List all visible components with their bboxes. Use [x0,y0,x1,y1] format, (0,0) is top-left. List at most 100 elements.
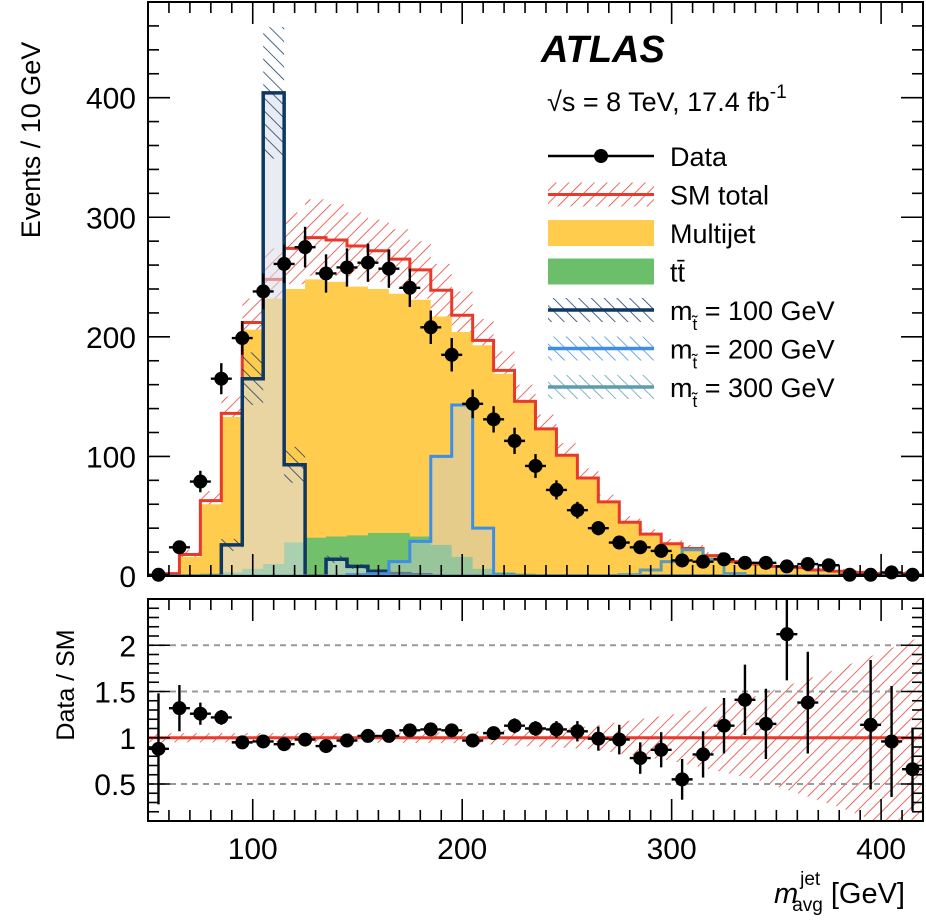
ratio-point [800,695,815,710]
ratio-x-axis: 100 200 300 400 [168,599,924,866]
ratio-panel: 0.5 1 1.5 2 100 200 300 400 Data / SM [52,598,924,866]
ratio-point [737,692,752,707]
data-point [444,347,459,362]
ratio-point [298,732,313,747]
data-point [884,565,899,580]
ratio-point [339,733,354,748]
main-y-tick-label: 0 [119,561,136,594]
legend-data-label: Data [670,142,728,172]
ratio-point [717,718,732,733]
x-axis-symbol: m [774,878,798,910]
ratio-point [172,701,187,716]
legend-label-subscript: t̃ [691,392,698,411]
x-tick-label: 200 [437,833,487,866]
stop200-line [158,403,913,576]
data-point [675,553,690,568]
ratio-point [549,722,564,737]
x-tick-label: 400 [856,833,906,866]
ratio-point [151,741,166,756]
legend-label-prefix: m [670,335,693,365]
data-point [360,255,375,270]
ratio-point [696,747,711,762]
x-axis-unit: [GeV] [831,878,905,910]
data-point [737,555,752,570]
data-point [696,554,711,569]
ratio-point [277,737,292,752]
legend-ttbar-label: tt̄ [670,258,686,288]
legend-label-text: = 300 GeV [697,373,834,403]
main-y-tick-label: 200 [86,322,136,355]
legend-multijet-label: Multijet [670,219,756,249]
ratio-point [654,742,669,757]
data-point [842,567,857,582]
data-point [381,261,396,276]
x-tick-label: 300 [647,833,697,866]
legend-label-prefix: m [670,296,693,326]
legend-stop300-label: mt̃ = 300 GeV [670,373,835,411]
x-axis-sub: avg [792,895,823,916]
main-y-tick-label: 100 [86,441,136,474]
data-point [717,552,732,567]
ratio-y-tick-label: 1.5 [94,677,136,710]
legend-label-prefix: m [670,373,693,403]
data-point [612,535,627,550]
main-y-tick-label: 300 [86,202,136,235]
legend-sm-label: SM total [670,181,769,211]
data-point [779,559,794,574]
data-point [800,557,815,572]
data-point [339,260,354,275]
legend-label-subscript: t̃ [691,315,698,334]
data-point [193,474,208,489]
lumi-exponent: -1 [770,82,787,103]
ratio-point [256,734,271,749]
ratio-point [193,706,208,721]
ratio-point [214,710,229,725]
data-point [486,412,501,427]
ratio-point [528,721,543,736]
ratio-y-axis-label: Data / SM [52,629,80,740]
ratio-point [758,716,773,731]
data-point [507,433,522,448]
ratio-point [465,733,480,748]
ratio-point [779,627,794,642]
x-axis-sup: jet [799,869,821,890]
ratio-point [863,717,878,732]
x-axis-label: m jet avg [GeV] [774,869,905,916]
legend-stop200-label: mt̃ = 200 GeV [670,335,835,373]
ratio-point [507,718,522,733]
data-point [570,503,585,518]
ratio-y-tick-label: 1 [119,723,136,756]
energy-lumi-text: √s = 8 TeV, 17.4 fb [547,87,770,117]
ratio-point [633,751,648,766]
data-point [277,256,292,271]
data-point [465,396,480,411]
ratio-points [148,599,923,811]
data-point [591,521,606,536]
data-point [319,266,334,281]
data-point [214,371,229,386]
legend-stop100-label: mt̃ = 100 GeV [670,296,835,334]
ratio-point [360,728,375,743]
ratio-point [591,731,606,746]
data-point [905,567,920,582]
ratio-point [486,726,501,741]
energy-lumi-label: √s = 8 TeV, 17.4 fb-1 [547,82,787,117]
legend-label-text: = 100 GeV [697,296,834,326]
data-point [256,284,271,299]
data-point [172,540,187,555]
ratio-point [402,723,417,738]
data-point [298,240,313,255]
data-point [528,458,543,473]
ratio-point [570,724,585,739]
data-point [423,320,438,335]
data-point [235,331,250,346]
experiment-label: ATLAS [540,29,665,71]
ratio-point [319,739,334,754]
data-point [654,543,669,558]
main-x-ticks [168,2,924,576]
main-y-axis: 0 100 200 300 400 [86,1,923,594]
legend-label-subscript: t̃ [691,353,698,372]
ratio-point [381,728,396,743]
